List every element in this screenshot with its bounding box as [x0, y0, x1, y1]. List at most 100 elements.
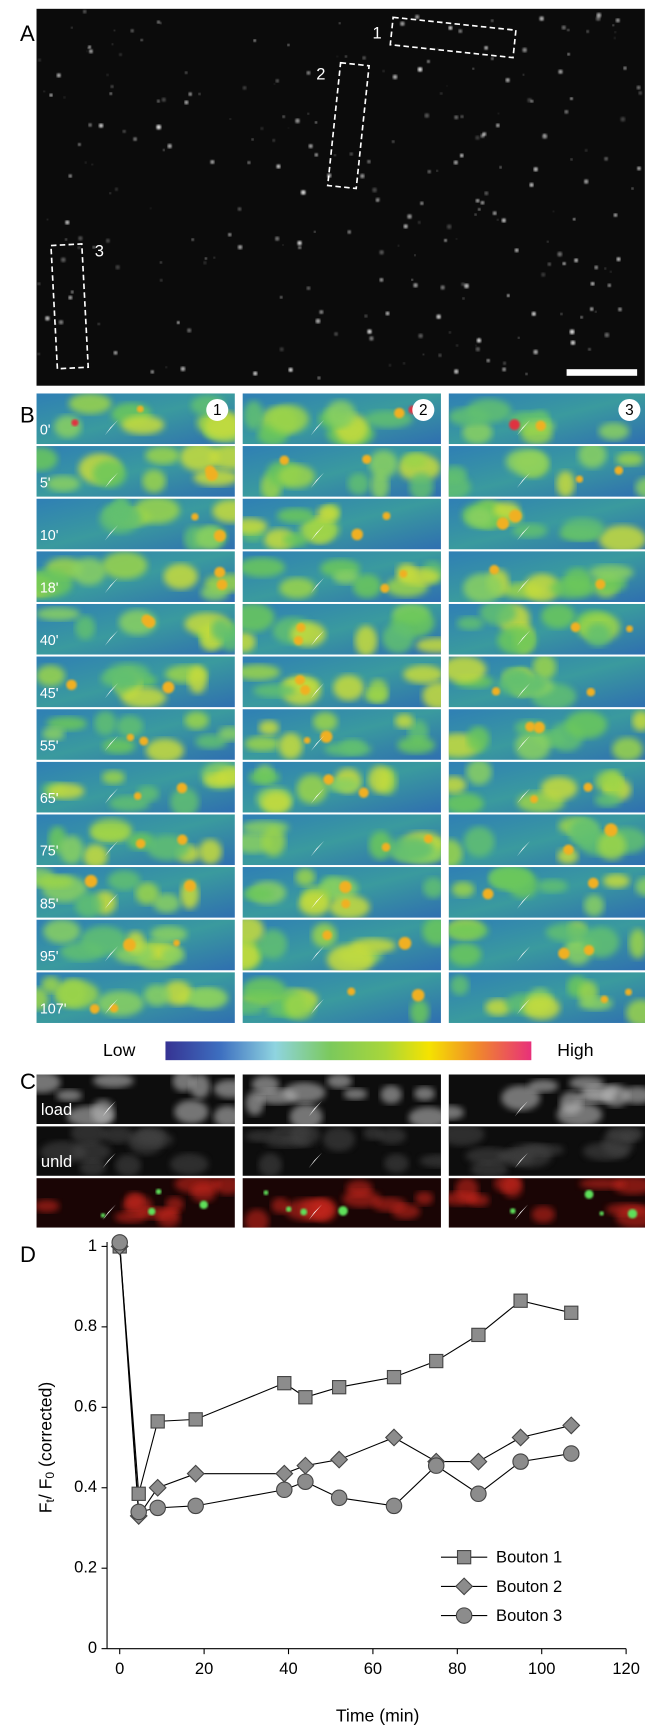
puncta: [389, 364, 391, 366]
heatmap-tile: [37, 814, 235, 868]
puncta: [427, 60, 430, 63]
puncta: [472, 68, 474, 70]
tile-hot: [601, 996, 609, 1004]
heatmap-tile: [449, 600, 645, 654]
puncta: [254, 39, 257, 42]
marker: [387, 1371, 400, 1384]
puncta: [372, 188, 377, 193]
puncta: [461, 115, 464, 118]
tile-blob: [528, 1080, 558, 1093]
tile-blob: [71, 1121, 106, 1145]
puncta: [362, 56, 365, 59]
puncta: [527, 98, 532, 103]
green-puncta: [628, 1209, 637, 1218]
tile-blob: [188, 666, 207, 694]
column-label: 2: [419, 402, 428, 419]
tile-blob: [439, 1123, 485, 1146]
puncta: [424, 113, 429, 118]
heatmap-tile: [449, 499, 645, 554]
tile-blob: [283, 1082, 325, 1103]
tile-hot: [85, 875, 98, 888]
marker: [150, 1500, 165, 1515]
puncta: [319, 310, 323, 314]
marker: [299, 1391, 312, 1404]
puncta: [533, 350, 538, 355]
puncta: [460, 154, 463, 157]
puncta: [400, 21, 404, 25]
tile-hot: [184, 880, 196, 892]
puncta: [428, 170, 431, 173]
heatmap-tile: [228, 972, 441, 1025]
micrograph-tile: [439, 1123, 645, 1178]
heatmap-tile: [429, 442, 645, 500]
puncta: [475, 214, 477, 216]
tile-blob: [442, 466, 467, 484]
tile-blob: [365, 689, 388, 703]
tile-blob: [112, 495, 130, 526]
colorbar-high: High: [557, 1040, 593, 1060]
puncta: [167, 144, 171, 148]
puncta: [131, 29, 134, 32]
tile-hot: [525, 722, 535, 732]
puncta: [541, 273, 545, 277]
tile-blob: [295, 868, 315, 886]
time-label: 95': [40, 949, 59, 965]
puncta: [287, 44, 289, 46]
tile-blob: [537, 879, 568, 893]
marker: [187, 1465, 204, 1482]
puncta: [529, 183, 533, 187]
puncta: [185, 71, 188, 74]
puncta: [210, 160, 214, 164]
row-label: unld: [41, 1152, 72, 1171]
tile-hot: [206, 469, 218, 481]
puncta: [392, 140, 394, 142]
puncta: [539, 16, 544, 21]
tile-hot: [583, 783, 592, 792]
tile-blob: [395, 714, 414, 729]
tile-blob: [368, 766, 391, 793]
puncta: [163, 149, 165, 151]
puncta: [393, 75, 397, 79]
puncta: [614, 37, 616, 39]
tile-blob: [253, 684, 296, 698]
colorbar: [165, 1041, 531, 1060]
tile-blob: [466, 399, 511, 423]
puncta: [63, 96, 65, 98]
heatmap-tile: [445, 919, 645, 970]
puncta: [518, 337, 520, 339]
tile-hot: [509, 510, 522, 523]
panel-label: B: [20, 402, 35, 427]
heatmap-tile: [37, 762, 249, 817]
tile-blob: [445, 922, 488, 940]
tile-hot: [587, 688, 595, 696]
puncta: [364, 315, 367, 318]
tile-hot: [322, 930, 332, 940]
tile-blob: [326, 400, 356, 427]
micrograph-tile: [243, 1178, 441, 1233]
green-puncta: [300, 1209, 307, 1216]
heatmap-tile: [243, 393, 441, 447]
tile-blob: [23, 447, 58, 471]
tile-blob: [259, 720, 279, 735]
puncta: [414, 254, 415, 255]
tile-blob: [327, 944, 374, 974]
puncta: [141, 39, 143, 41]
tile-hot: [280, 456, 289, 465]
tile-blob: [43, 919, 80, 943]
tile-hot: [296, 623, 305, 632]
tile-blob: [565, 711, 607, 739]
puncta: [280, 347, 284, 351]
tile-hot: [362, 455, 371, 464]
y-title-part: / F: [35, 1478, 55, 1499]
puncta: [591, 282, 595, 286]
puncta: [89, 49, 93, 53]
y-title-part: (corrected): [35, 1382, 55, 1472]
puncta: [367, 329, 372, 334]
column-label: 1: [213, 402, 222, 419]
tile-hot: [127, 734, 134, 741]
puncta: [411, 279, 413, 281]
tile-blob: [297, 774, 327, 803]
marker: [277, 1482, 292, 1497]
puncta: [61, 257, 66, 262]
tile-hot: [71, 419, 78, 426]
